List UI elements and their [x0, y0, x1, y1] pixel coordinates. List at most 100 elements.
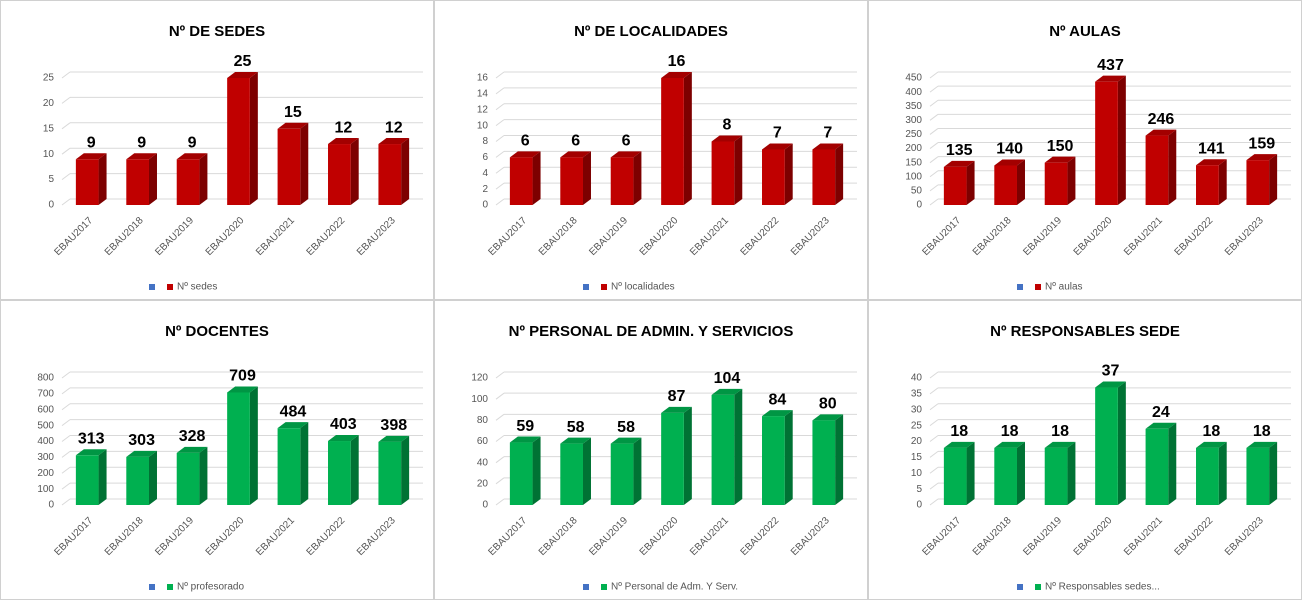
x-tick-label: EBAU2018: [537, 215, 580, 258]
x-tick-label: EBAU2017: [52, 215, 95, 258]
x-tick-label: EBAU2019: [153, 215, 196, 258]
data-label: 6: [622, 133, 631, 150]
bar-top: [75, 449, 107, 456]
legend-placeholder: [583, 584, 589, 590]
data-label: 135: [946, 142, 973, 159]
legend-placeholder: [149, 284, 155, 290]
grid-depth: [495, 498, 505, 506]
bar-top: [610, 437, 642, 444]
grid-depth: [495, 198, 505, 206]
bar-side: [401, 435, 410, 505]
data-label: 12: [334, 119, 352, 136]
bar-side: [582, 437, 591, 505]
data-label: 80: [819, 396, 837, 413]
panel-border: [434, 0, 868, 300]
bar: [1196, 447, 1219, 505]
data-label: 9: [137, 134, 146, 151]
bar-top: [227, 386, 258, 393]
bar-side: [683, 72, 692, 205]
y-tick-label: 120: [471, 373, 488, 384]
bar-top: [943, 441, 975, 448]
grid-depth: [495, 87, 505, 95]
grid-depth: [61, 419, 71, 427]
y-tick-label: 5: [48, 174, 54, 185]
y-tick-label: 700: [37, 389, 54, 400]
bar: [762, 416, 785, 505]
bar: [560, 443, 583, 505]
y-tick-label: 600: [37, 404, 54, 415]
chart-title: Nº RESPONSABLES SEDE: [990, 323, 1180, 340]
bar: [762, 149, 785, 205]
bar-side: [300, 122, 309, 205]
chart-title: Nº PERSONAL DE ADMIN. Y SERVICIOS: [509, 323, 794, 340]
data-label: 7: [773, 125, 782, 142]
grid-depth: [929, 198, 939, 206]
y-tick-label: 40: [477, 457, 489, 468]
bar-top: [126, 450, 157, 457]
data-label: 150: [1047, 138, 1074, 155]
x-tick-label: EBAU2020: [638, 515, 681, 558]
grid-depth: [61, 173, 71, 181]
chart-title: Nº DOCENTES: [165, 323, 269, 340]
grid-depth: [929, 113, 939, 121]
grid-depth: [495, 477, 505, 485]
bar-top: [610, 151, 642, 158]
y-tick-label: 60: [477, 436, 489, 447]
legend-label: Nº profesorado: [177, 582, 244, 593]
y-tick-label: 10: [477, 120, 489, 131]
y-tick-label: 500: [37, 420, 54, 431]
grid-depth: [929, 184, 939, 192]
y-tick-label: 12: [477, 104, 489, 115]
x-tick-label: EBAU2020: [204, 515, 247, 558]
bar: [661, 412, 684, 505]
bar-side: [199, 446, 208, 505]
bar-top: [1044, 441, 1076, 448]
bar-top: [378, 435, 410, 442]
grid-depth: [929, 156, 939, 164]
data-label: 58: [567, 419, 585, 436]
bar-side: [98, 153, 107, 205]
bar-side: [1269, 441, 1278, 505]
bar: [378, 441, 402, 505]
bar-side: [966, 160, 975, 205]
bar: [943, 447, 967, 505]
bar: [126, 456, 149, 505]
bar-side: [1218, 159, 1227, 205]
grid-depth: [495, 103, 505, 111]
data-label: 16: [668, 53, 686, 70]
bar-side: [1016, 159, 1025, 205]
bar: [1095, 81, 1118, 205]
data-label: 6: [571, 133, 580, 150]
bar-side: [835, 414, 844, 505]
bar: [994, 447, 1017, 505]
data-label: 140: [996, 141, 1023, 158]
x-tick-label: EBAU2022: [1173, 215, 1216, 258]
bar: [277, 128, 301, 205]
bar-side: [350, 138, 359, 205]
x-tick-label: EBAU2019: [153, 515, 196, 558]
legend-swatch: [601, 584, 607, 590]
bar-top: [711, 135, 743, 142]
data-label: 37: [1102, 363, 1120, 380]
x-tick-label: EBAU2017: [486, 515, 529, 558]
y-tick-label: 25: [43, 73, 55, 84]
data-label: 12: [385, 119, 403, 136]
grid-depth: [61, 482, 71, 490]
x-tick-label: EBAU2022: [739, 515, 782, 558]
data-label: 9: [188, 134, 197, 151]
bar-top: [277, 122, 309, 129]
grid-depth: [61, 435, 71, 442]
grid-depth: [929, 71, 939, 79]
bar-side: [582, 151, 591, 205]
grid-depth: [61, 450, 71, 458]
legend-label: Nº localidades: [611, 282, 675, 293]
panel-border: [868, 0, 1302, 300]
y-tick-label: 150: [905, 157, 922, 168]
y-tick-label: 14: [477, 89, 489, 100]
x-tick-label: EBAU2017: [486, 215, 529, 258]
bar-side: [734, 388, 743, 505]
y-tick-label: 800: [37, 373, 54, 384]
x-tick-label: EBAU2023: [355, 215, 398, 258]
x-tick-label: EBAU2020: [638, 215, 681, 258]
legend-swatch: [167, 584, 173, 590]
